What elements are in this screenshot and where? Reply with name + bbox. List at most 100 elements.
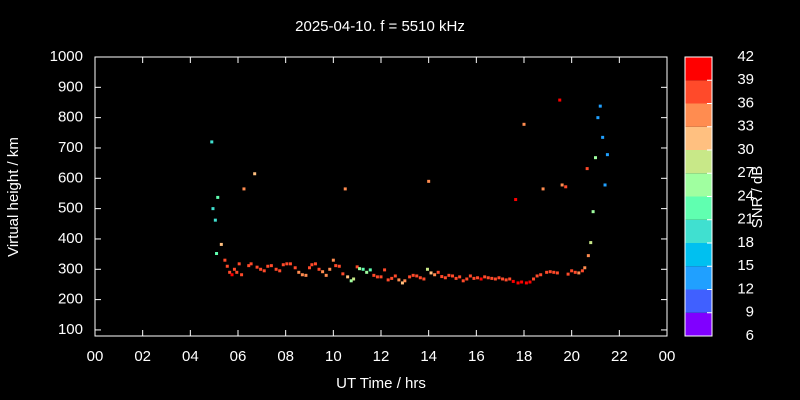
- colorbar-tick-label: 33: [737, 118, 754, 135]
- point: [365, 270, 369, 274]
- y-tick-label: 1000: [50, 48, 83, 65]
- point: [321, 270, 325, 274]
- colorbar-swatch: [685, 243, 712, 267]
- colorbar-swatch: [685, 196, 712, 220]
- point: [341, 272, 345, 276]
- point: [383, 268, 387, 272]
- colorbar-tick-label: 18: [737, 234, 754, 251]
- y-tick-label: 600: [58, 169, 83, 186]
- colorbar-swatch: [685, 173, 712, 197]
- point: [285, 262, 289, 266]
- point: [524, 281, 528, 285]
- point: [436, 270, 440, 274]
- point: [304, 273, 308, 277]
- colorbar-tick-label: 27: [737, 164, 754, 181]
- point: [560, 183, 564, 187]
- y-tick-label: 800: [58, 109, 83, 126]
- point: [368, 268, 372, 272]
- point: [465, 277, 469, 281]
- point: [451, 274, 454, 278]
- point: [596, 116, 600, 120]
- point: [346, 275, 350, 279]
- colorbar-swatch: [685, 289, 712, 313]
- colorbar-tick-label: 12: [737, 280, 754, 297]
- point: [379, 275, 383, 279]
- x-axis-label: UT Time / hrs: [336, 375, 426, 392]
- point: [508, 277, 512, 281]
- point: [223, 258, 227, 262]
- x-tick-label: 00: [659, 348, 676, 365]
- point: [232, 267, 236, 271]
- point: [349, 279, 353, 283]
- point: [331, 258, 335, 262]
- point: [328, 267, 332, 271]
- point: [476, 276, 480, 280]
- x-tick-label: 20: [563, 348, 580, 365]
- point: [490, 276, 494, 280]
- point: [225, 264, 229, 268]
- point: [393, 274, 397, 278]
- point: [310, 263, 314, 267]
- point: [570, 269, 574, 273]
- point: [266, 264, 270, 268]
- colorbar-tick-label: 24: [737, 187, 754, 204]
- point: [411, 273, 415, 277]
- point: [528, 280, 532, 284]
- point: [415, 274, 419, 278]
- colorbar-swatch: [685, 266, 712, 290]
- colorbar-swatch: [685, 150, 712, 174]
- x-tick-label: 12: [373, 348, 390, 365]
- point: [514, 198, 518, 202]
- point: [358, 267, 362, 271]
- colorbar-swatch: [685, 80, 712, 104]
- x-tick-label: 10: [325, 348, 342, 365]
- y-tick-label: 900: [58, 78, 83, 95]
- point: [355, 265, 359, 269]
- x-tick-label: 18: [516, 348, 533, 365]
- x-tick-label: 00: [87, 348, 104, 365]
- point: [479, 277, 483, 281]
- point: [386, 278, 390, 282]
- y-tick-label: 100: [58, 321, 83, 338]
- point: [483, 275, 487, 279]
- colorbar-swatch: [685, 312, 712, 336]
- point: [422, 277, 426, 281]
- point: [308, 266, 311, 270]
- y-tick-label: 500: [58, 200, 83, 217]
- point: [427, 179, 431, 183]
- colorbar-tick-label: 6: [746, 327, 754, 344]
- point: [242, 187, 246, 191]
- point: [583, 266, 587, 270]
- x-tick-label: 08: [277, 348, 294, 365]
- point: [211, 207, 215, 211]
- point: [586, 254, 590, 258]
- x-tick-label: 22: [611, 348, 628, 365]
- point: [352, 277, 356, 281]
- point: [497, 276, 501, 280]
- point: [535, 274, 539, 278]
- y-tick-label: 700: [58, 139, 83, 156]
- colorbar-tick-label: 9: [746, 304, 754, 321]
- point: [418, 276, 422, 280]
- point: [541, 187, 545, 191]
- point: [504, 278, 508, 282]
- colorbar-swatch: [685, 126, 712, 150]
- y-tick-label: 300: [58, 260, 83, 277]
- point: [390, 276, 394, 280]
- point: [237, 262, 241, 266]
- point: [408, 275, 412, 279]
- point: [293, 266, 297, 270]
- x-tick-label: 04: [182, 348, 199, 365]
- point: [545, 270, 549, 274]
- point: [397, 278, 401, 282]
- point: [317, 267, 321, 271]
- point: [213, 218, 217, 222]
- colorbar-tick-label: 42: [737, 48, 754, 65]
- point: [520, 280, 524, 284]
- point: [493, 277, 497, 281]
- colorbar-swatch: [685, 103, 712, 127]
- point: [235, 270, 239, 274]
- point: [486, 276, 490, 280]
